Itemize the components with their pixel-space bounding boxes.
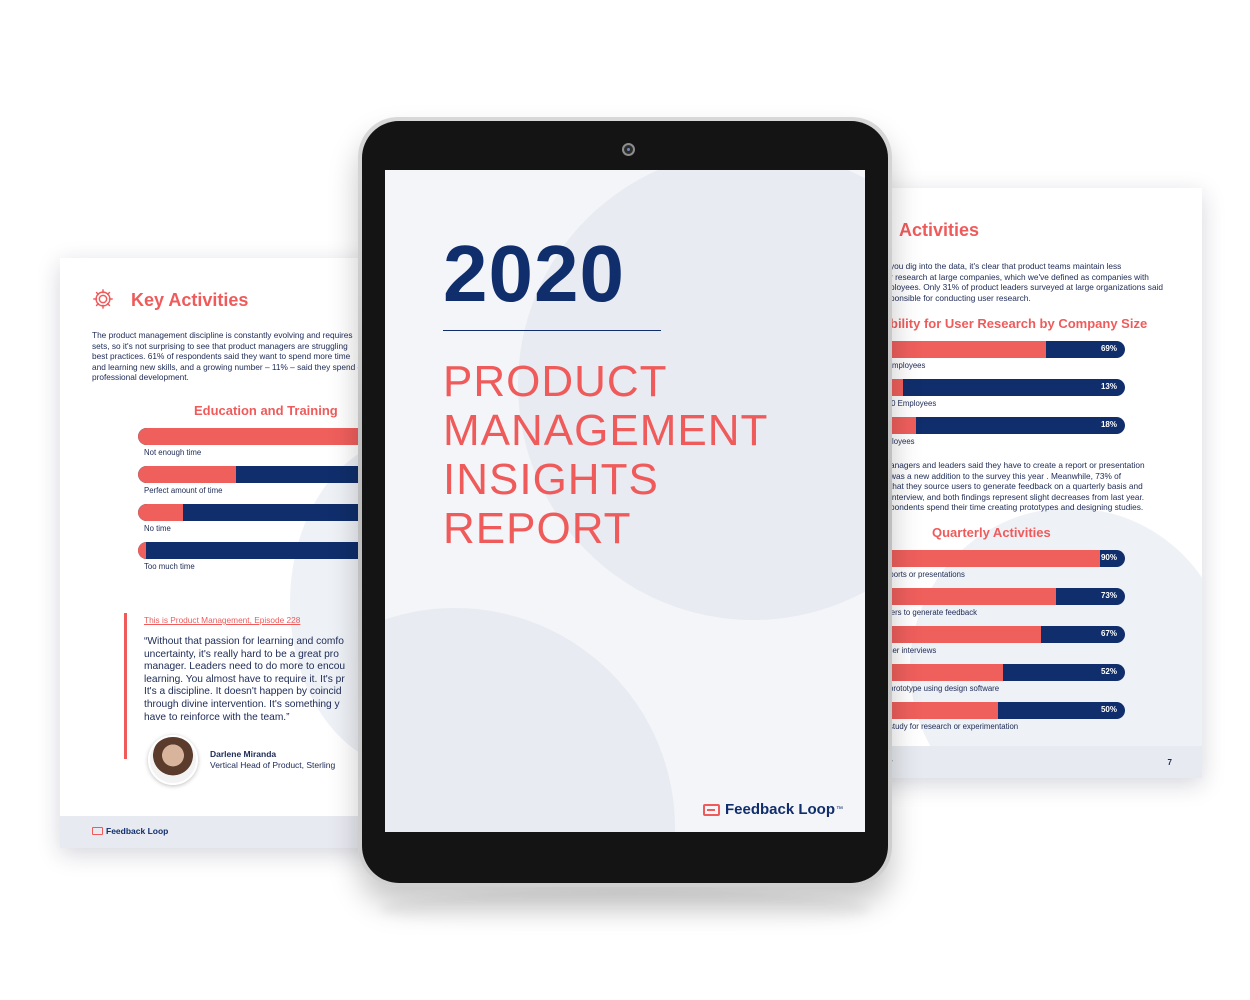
bar-fill [870, 702, 998, 719]
chart-title: Education and Training [194, 403, 338, 418]
footer-logo-text: Feedback Loop [106, 826, 169, 836]
background-shape [910, 508, 1202, 778]
bar-category-label: Too much time [144, 562, 195, 571]
section-title: Key Activities [131, 290, 249, 310]
bar: 18% [870, 417, 1125, 434]
quote-line-text: through divine intervention. It's someth… [144, 698, 340, 710]
bar-value-label: 90% [1100, 553, 1117, 562]
quote-line-text: manager. Leaders need to do more to enco… [144, 661, 346, 673]
episode-link[interactable]: This is Product Management, Episode 228 [144, 615, 301, 625]
bar-value-label: 18% [1100, 420, 1117, 429]
bar: 52% [870, 664, 1125, 681]
page-number: 7 [1167, 758, 1172, 767]
bar-fill [138, 504, 184, 521]
bar-fill [138, 542, 147, 559]
text-line: and learning new skills, and a growing n… [92, 361, 363, 372]
report-year: 2020 [443, 229, 625, 318]
text-line: best practices. 61% of respondents said … [92, 351, 351, 362]
person-title: Vertical Head of Product, Sterling [210, 760, 336, 770]
section-title: Activities [899, 220, 980, 240]
bar-category-label: Perfect amount of time [144, 486, 223, 495]
quote-line-text: It's a discipline. It doesn't happen by … [144, 686, 342, 698]
bar-category-label: Not enough time [144, 448, 202, 457]
bar-value-label: 67% [1100, 629, 1117, 638]
quote-line-text: uncertainty, it's really hard to be a gr… [144, 648, 339, 660]
background-shape [385, 608, 675, 832]
text-line: ployees. Only 31% of product leaders sur… [890, 282, 1164, 293]
text-line: interview, and both findings represent s… [890, 491, 1145, 502]
text-line: anagers and leaders said they have to cr… [890, 460, 1145, 470]
logo-mark-icon [702, 803, 720, 816]
text-line: you dig into the data, it's clear that p… [890, 261, 1122, 271]
chart-title: Quarterly Activities [932, 525, 1051, 540]
logo-mark-icon [92, 827, 103, 835]
bar-fill [870, 550, 1100, 567]
bar-value-label: 73% [1100, 591, 1117, 600]
person-name: Darlene Miranda [210, 749, 277, 759]
bar-fill [870, 626, 1041, 643]
text-line: was a new addition to the survey this ye… [890, 470, 1122, 481]
brand-logo: Feedback Loop ™ [702, 801, 843, 818]
bar-value-label: 13% [1100, 382, 1117, 391]
bar-value-label: 50% [1100, 705, 1117, 714]
gear-icon [93, 289, 113, 309]
title-line: PRODUCT [443, 357, 668, 406]
text-line: pondents spend their time creating proto… [890, 502, 1144, 513]
tablet-screen: 2020 PRODUCT MANAGEMENT INSIGHTS REPORT Fee… [385, 170, 865, 832]
footer-logo: Feedback Loop [92, 826, 168, 836]
quote-text: “Without that passion for learning and c… [144, 636, 345, 724]
title-line: MANAGEMENT [443, 406, 769, 455]
bar-category-label: 00 Employees [876, 361, 926, 370]
quote-accent-line [124, 613, 127, 759]
bar-category-label: 5,000 Employees [876, 399, 937, 408]
divider [443, 330, 661, 331]
bar-category-label: e reports or presentations [876, 570, 965, 579]
bar-category-label: No time [144, 524, 171, 533]
bar-fill [870, 341, 1046, 358]
title-line: REPORT [443, 504, 632, 553]
quote-line-text: have to reinforce with the team.” [144, 711, 290, 723]
title-line: INSIGHTS [443, 455, 659, 504]
bar-fill [138, 428, 389, 445]
text-line: professional development. [92, 372, 189, 383]
bar-value-label: 69% [1100, 344, 1117, 353]
text-line: ponsible for conducting user research. [890, 292, 1031, 303]
bar-category-label: e a prototype using design software [876, 684, 1000, 693]
bar-fill [870, 588, 1057, 605]
bar-category-label: Employees [876, 437, 915, 446]
bar-category-label: n a study for research or experimentatio… [876, 722, 1019, 731]
bar-value-label: 52% [1100, 667, 1117, 676]
avatar [148, 735, 198, 785]
brand-tm: ™ [836, 806, 843, 813]
tablet-device: 2020 PRODUCT MANAGEMENT INSIGHTS REPORT Fee… [358, 117, 892, 887]
tablet-shadow [380, 890, 870, 930]
intro-paragraph: The product management discipline is con… [92, 330, 362, 383]
middle-paragraph: anagers and leaders said they have to cr… [890, 460, 1145, 513]
text-line: sets, so it's not surprising to see that… [92, 340, 348, 351]
bar: 69% [870, 341, 1125, 358]
text-line: The product management discipline is con… [92, 330, 353, 340]
chart-title: bility for User Research by Company Size [890, 316, 1148, 331]
bar: 73% [870, 588, 1125, 605]
report-title: PRODUCT MANAGEMENT INSIGHTS REPORT [443, 357, 768, 553]
bar: 67% [870, 626, 1125, 643]
quote-line-text: learning. You almost have to require it.… [144, 673, 345, 685]
text-line: r research at large companies, which we'… [890, 271, 1149, 282]
bar-fill [138, 466, 237, 483]
bar: 50% [870, 702, 1125, 719]
bar-category-label: ct user interviews [876, 646, 937, 655]
text-line: that they source users to generate feedb… [890, 481, 1143, 492]
brand-name: Feedback Loop [724, 801, 835, 818]
quote-line-text: “Without that passion for learning and c… [144, 636, 344, 647]
bar: 90% [870, 550, 1125, 567]
camera-icon [622, 143, 635, 156]
bar: 13% [870, 379, 1125, 396]
intro-paragraph: you dig into the data, it's clear that p… [890, 261, 1163, 303]
bar-category-label: e users to generate feedback [876, 608, 977, 617]
bar-fill [870, 664, 1003, 681]
tablet-bezel: 2020 PRODUCT MANAGEMENT INSIGHTS REPORT Fee… [362, 121, 888, 883]
